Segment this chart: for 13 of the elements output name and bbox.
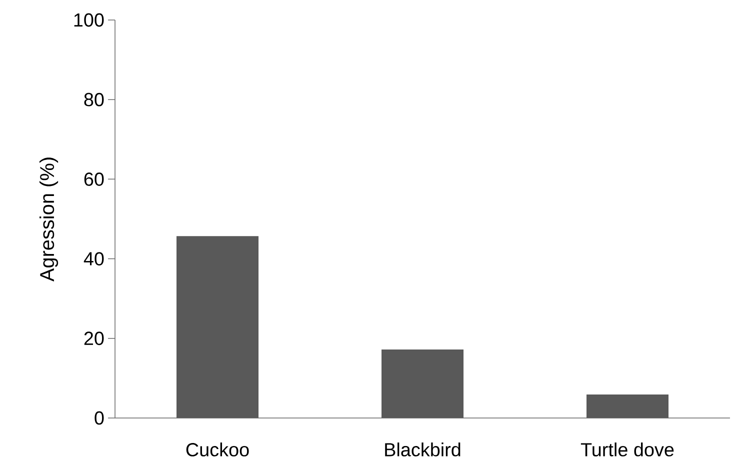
bar xyxy=(382,350,464,418)
bar xyxy=(586,394,669,418)
y-tick-label: 40 xyxy=(84,252,104,266)
y-tick-label: 60 xyxy=(84,172,104,186)
bar xyxy=(176,236,259,418)
y-tick-label: 0 xyxy=(94,411,104,425)
x-tick-label: Cuckoo xyxy=(186,442,249,456)
y-tick-label: 20 xyxy=(84,332,104,346)
x-tick-label: Blackbird xyxy=(385,442,460,456)
y-tick-label: 100 xyxy=(74,13,104,27)
y-tick-label: 80 xyxy=(84,92,104,106)
y-axis-title: Agression (%) xyxy=(39,158,58,282)
x-tick-label: Turtle dove xyxy=(580,442,674,456)
